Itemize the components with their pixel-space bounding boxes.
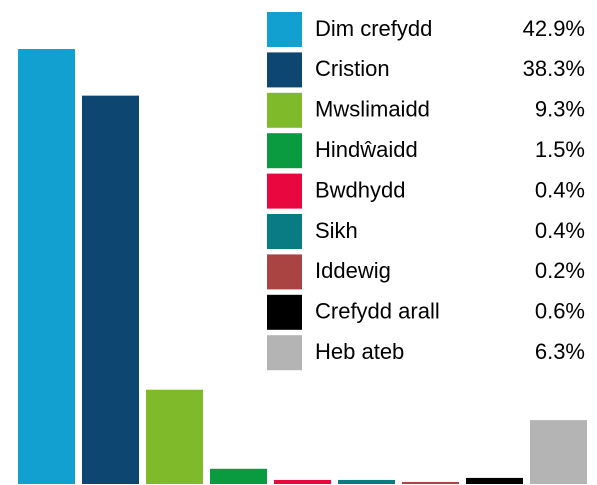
legend-swatch (267, 52, 302, 88)
legend-label: Heb ateb (315, 339, 404, 364)
bar (210, 468, 267, 484)
legend-value: 42.9% (523, 16, 585, 41)
bar (402, 481, 459, 484)
legend-label: Cristion (315, 56, 390, 81)
bar (530, 420, 587, 484)
bar (466, 477, 523, 484)
legend-label: Iddewig (315, 258, 391, 283)
legend-value: 6.3% (535, 339, 585, 364)
legend-swatch (267, 214, 302, 249)
legend-label: Crefydd arall (315, 299, 440, 324)
legend-swatch (267, 92, 302, 128)
bar (146, 389, 203, 484)
legend-value: 38.3% (523, 56, 585, 81)
legend-swatch (267, 335, 302, 371)
legend-swatch (267, 254, 302, 290)
legend-swatch (267, 294, 302, 330)
legend-label: Sikh (315, 218, 358, 243)
legend-label: Hindŵaidd (315, 137, 418, 162)
legend-value: 0.2% (535, 258, 585, 283)
bar (338, 479, 395, 484)
legend-swatch (267, 133, 302, 169)
legend-swatch (267, 12, 302, 47)
legend-value: 1.5% (535, 137, 585, 162)
legend-label: Bwdhydd (315, 177, 406, 202)
bar (82, 95, 139, 484)
legend-swatch (267, 173, 302, 209)
bar (274, 479, 331, 484)
legend-value: 9.3% (535, 97, 585, 122)
bar (18, 49, 75, 484)
legend-label: Mwslimaidd (315, 97, 430, 122)
legend-value: 0.4% (535, 218, 585, 243)
legend-value: 0.6% (535, 299, 585, 324)
legend-label: Dim crefydd (315, 16, 432, 41)
legend-value: 0.4% (535, 177, 585, 202)
